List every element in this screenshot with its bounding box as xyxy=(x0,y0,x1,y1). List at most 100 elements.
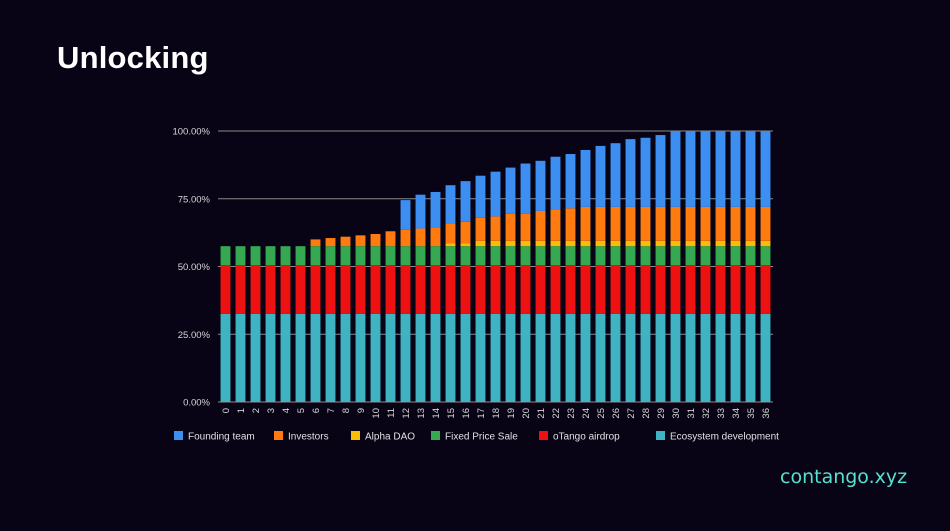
bar-segment xyxy=(580,246,591,266)
bar-segment xyxy=(640,137,651,207)
bar-segment xyxy=(550,156,561,210)
x-tick-label: 25 xyxy=(596,408,607,419)
legend-swatch xyxy=(351,431,360,440)
bar-segment xyxy=(250,246,261,266)
x-tick-label: 5 xyxy=(296,408,307,413)
bar-segment xyxy=(745,265,756,314)
bar-segment xyxy=(640,313,651,402)
bar-segment xyxy=(490,171,501,217)
bar-segment xyxy=(370,265,381,314)
bar-segment xyxy=(535,246,546,266)
bar-segment xyxy=(310,239,321,247)
bar-segment xyxy=(715,240,726,247)
legend-label: Founding team xyxy=(188,432,255,443)
bar-segment xyxy=(280,265,291,314)
bar-segment xyxy=(670,206,681,241)
x-tick-label: 30 xyxy=(671,408,682,419)
bar-segment xyxy=(685,246,696,266)
bar-segment xyxy=(295,246,306,266)
bar-segment xyxy=(730,131,741,207)
bar-segment xyxy=(235,313,246,402)
x-tick-label: 36 xyxy=(761,408,772,419)
x-tick-label: 7 xyxy=(326,408,337,413)
bar-segment xyxy=(670,246,681,266)
bar-segment xyxy=(445,246,456,266)
x-tick-label: 1 xyxy=(236,408,247,413)
bar-segment xyxy=(445,223,456,244)
bar-segment xyxy=(595,246,606,266)
bar-segment xyxy=(745,246,756,266)
bar-segment xyxy=(565,154,576,209)
bar-segment xyxy=(610,240,621,247)
bar-segment xyxy=(400,229,411,247)
bar-segment xyxy=(745,206,756,241)
x-tick-label: 27 xyxy=(626,408,637,419)
bar-segment xyxy=(595,265,606,314)
bar-segment xyxy=(490,265,501,314)
bar-segment xyxy=(415,194,426,229)
bar-segment xyxy=(640,240,651,247)
bar-segment xyxy=(760,240,771,247)
bar-segment xyxy=(235,246,246,266)
bar-segment xyxy=(445,243,456,247)
bar-segment xyxy=(460,246,471,266)
bar-segment xyxy=(640,206,651,241)
y-tick-label: 25.00% xyxy=(178,330,211,341)
bar-segment xyxy=(295,265,306,314)
bar-segment xyxy=(715,206,726,241)
bar-segment xyxy=(400,265,411,314)
bar-segment xyxy=(685,240,696,247)
x-tick-label: 31 xyxy=(686,408,697,419)
bar-segment xyxy=(355,265,366,314)
bar-segment xyxy=(700,206,711,241)
bar-segment xyxy=(370,246,381,266)
bar-segment xyxy=(745,131,756,207)
y-tick-label: 50.00% xyxy=(178,262,211,273)
bar-segment xyxy=(325,246,336,266)
bar-segment xyxy=(340,236,351,247)
bar-segment xyxy=(340,313,351,402)
bar-segment xyxy=(535,240,546,247)
bar-segment xyxy=(670,240,681,247)
bar-segment xyxy=(715,131,726,207)
bar-segment xyxy=(370,313,381,402)
bar-segment xyxy=(550,240,561,247)
bar-segment xyxy=(505,167,516,214)
bar-segment xyxy=(595,206,606,241)
bar-segment xyxy=(325,265,336,314)
bar-segment xyxy=(355,313,366,402)
bar-segment xyxy=(250,313,261,402)
bar-segment xyxy=(490,313,501,402)
bar-segment xyxy=(655,240,666,247)
bar-segment xyxy=(580,149,591,207)
legend-label: Investors xyxy=(288,432,329,443)
bar-segment xyxy=(640,246,651,266)
x-tick-label: 20 xyxy=(521,408,532,419)
x-tick-label: 24 xyxy=(581,408,592,419)
bar-segment xyxy=(505,213,516,241)
x-tick-label: 17 xyxy=(476,408,487,419)
x-tick-label: 6 xyxy=(311,408,322,413)
bar-segment xyxy=(430,313,441,402)
x-tick-label: 29 xyxy=(656,408,667,419)
bar-segment xyxy=(535,210,546,241)
bar-segment xyxy=(760,265,771,314)
legend-swatch xyxy=(274,431,283,440)
bar-segment xyxy=(670,265,681,314)
bar-segment xyxy=(265,313,276,402)
bar-segment xyxy=(625,240,636,247)
bar-segment xyxy=(220,313,231,402)
x-tick-label: 9 xyxy=(356,408,367,413)
bar-segment xyxy=(685,265,696,314)
bar-segment xyxy=(340,265,351,314)
bar-segment xyxy=(235,265,246,314)
bar-segment xyxy=(475,240,486,247)
bar-segment xyxy=(535,265,546,314)
bar-segment xyxy=(430,191,441,228)
x-tick-label: 0 xyxy=(221,408,232,413)
bar-segment xyxy=(460,313,471,402)
bar-segment xyxy=(250,265,261,314)
bar-segment xyxy=(265,246,276,266)
bar-segment xyxy=(520,213,531,241)
bar-segment xyxy=(700,265,711,314)
